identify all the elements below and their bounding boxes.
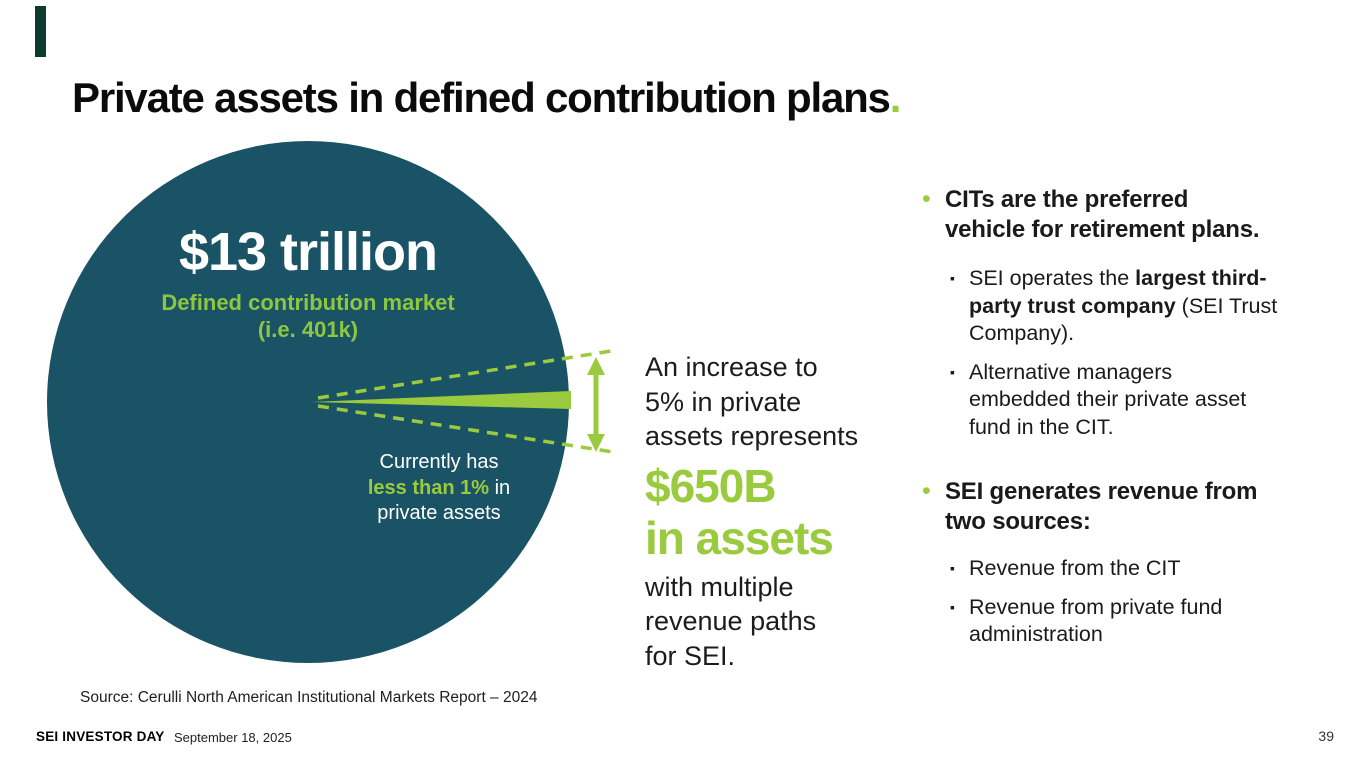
footer-brand: SEI INVESTOR DAY [36, 729, 165, 744]
bullet-square-icon: ▪ [950, 363, 955, 380]
sub-text-bold: largest third- [1135, 266, 1267, 290]
bullet-title-line: CITs are the preferred [945, 186, 1189, 213]
bullet-square-icon: ▪ [950, 598, 955, 615]
sub-bullet-item: ▪ Alternative managers embedded their pr… [950, 359, 1347, 442]
source-citation: Source: Cerulli North American Instituti… [80, 689, 538, 706]
increase-arrow-icon [587, 357, 605, 452]
bullet-square-icon: ▪ [950, 270, 955, 286]
sub-text-line: embedded their private asset [969, 387, 1247, 411]
bullet-dot-icon: • [922, 477, 931, 505]
callout-amount: $650B in assets [645, 460, 915, 564]
circle-headline: $13 trillion [178, 222, 438, 282]
sub-text-segment: (SEI Trust [1175, 293, 1278, 318]
bullet-title: CITs are the preferred vehicle for retir… [945, 185, 1347, 245]
bullet-dot-icon: • [922, 185, 931, 213]
circle-subtitle-line: (i.e. 401k) [257, 317, 359, 342]
page-title: Private assets in defined contribution p… [72, 74, 902, 122]
bullet-square-icon: ▪ [950, 560, 955, 576]
sub-bullet-item: ▪ Revenue from the CIT [950, 555, 1347, 583]
sub-bullet-item: ▪ Revenue from private fund administrati… [950, 594, 1347, 649]
circle-note-rest: in [489, 476, 511, 499]
circle-subtitle: Defined contribution market (i.e. 401k) [47, 289, 569, 343]
sub-bullet-text: Revenue from private fund administration [969, 594, 1222, 649]
title-text: Private assets in defined contribution p… [72, 74, 891, 121]
bullet-title-line: SEI generates revenue from [945, 478, 1258, 505]
sub-bullet-text: Alternative managers embedded their priv… [969, 359, 1246, 442]
callout-intro-line: 5% in private [645, 386, 802, 417]
brand-corner-bar [35, 6, 46, 57]
circle-note-line: less than 1% in [334, 476, 544, 502]
callout-outro: with multiple revenue paths for SEI. [645, 570, 915, 674]
sub-bullet-text: SEI operates the largest third- party tr… [969, 265, 1277, 348]
title-period: . [889, 74, 902, 121]
callout-amount-line: $650B [645, 459, 777, 512]
footer-date: September 18, 2025 [174, 730, 292, 745]
callout-intro-line: assets represents [645, 421, 859, 451]
sub-text-line: Revenue from the CIT [969, 556, 1181, 580]
dc-market-circle: $13 trillion Defined contribution market… [47, 141, 569, 663]
increase-callout: An increase to 5% in private assets repr… [645, 350, 915, 673]
callout-amount-line: in assets [645, 511, 834, 564]
page-number: 39 [1318, 728, 1334, 744]
sub-bullet-list: ▪ SEI operates the largest third- party … [945, 265, 1347, 441]
callout-outro-line: for SEI. [645, 640, 736, 671]
circle-note-line: private assets [377, 502, 501, 524]
sub-bullet-item: ▪ SEI operates the largest third- party … [950, 265, 1347, 348]
sub-text-line: Alternative managers [969, 359, 1173, 384]
bullet-title-line: two sources: [945, 508, 1091, 535]
sub-text-bold: party trust company [969, 293, 1176, 318]
circle-note-line: Currently has [379, 451, 499, 473]
circle-note-highlight: less than 1% [367, 476, 490, 499]
sub-text-line: administration [969, 622, 1103, 646]
callout-outro-line: revenue paths [645, 606, 817, 636]
sub-bullet-list: ▪ Revenue from the CIT ▪ Revenue from pr… [945, 555, 1347, 649]
callout-intro: An increase to 5% in private assets repr… [645, 350, 915, 454]
circle-note: Currently has less than 1% in private as… [334, 450, 544, 527]
bullet-title: SEI generates revenue from two sources: [945, 477, 1347, 537]
bullet-group-cits: • CITs are the preferred vehicle for ret… [922, 185, 1347, 452]
sub-text-line: Revenue from private fund [969, 594, 1223, 619]
right-column: • CITs are the preferred vehicle for ret… [922, 185, 1347, 660]
bullet-title-line: vehicle for retirement plans. [945, 216, 1260, 243]
circle-subtitle-line: Defined contribution market [161, 290, 455, 315]
sub-text-line: fund in the CIT. [969, 414, 1114, 439]
sub-text-segment: SEI operates the [969, 266, 1136, 290]
callout-outro-line: with multiple [645, 571, 794, 602]
sub-bullet-text: Revenue from the CIT [969, 555, 1181, 583]
bullet-group-revenue: • SEI generates revenue from two sources… [922, 477, 1347, 660]
callout-intro-line: An increase to [645, 352, 818, 382]
sub-text-segment: Company). [969, 321, 1075, 345]
